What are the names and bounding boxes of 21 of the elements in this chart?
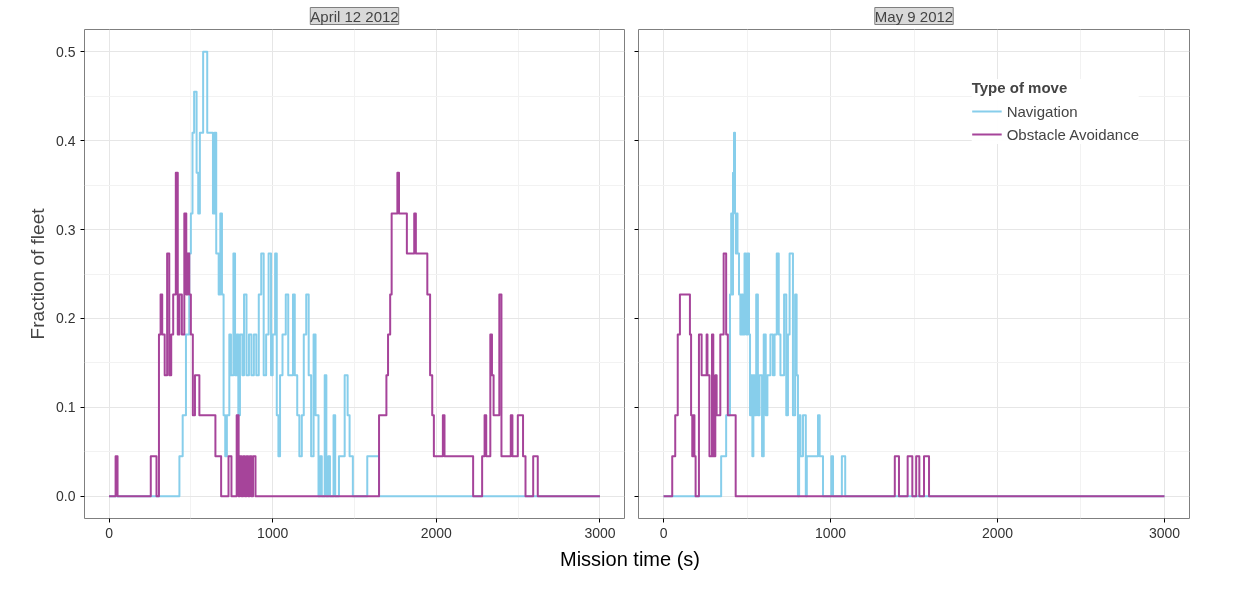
x-tick-label: 1000 <box>814 524 847 541</box>
x-tick-label: 3000 <box>1148 524 1181 541</box>
y-tick-label: 0.2 <box>56 310 76 327</box>
x-axis-title: Mission time (s) <box>559 547 700 572</box>
y-tick-label: 0.3 <box>56 221 76 238</box>
y-tick-label: 0.1 <box>56 399 76 416</box>
x-tick-label: 0 <box>105 524 114 541</box>
x-tick-label: 2000 <box>981 524 1014 541</box>
x-tick-label: 1000 <box>257 524 289 541</box>
y-tick-label: 0.4 <box>56 132 76 149</box>
x-tick-label: 3000 <box>584 524 616 541</box>
legend-title: Type of move <box>971 79 1069 96</box>
y-tick-label: 0.0 <box>56 488 76 505</box>
chart-title: April 12 2012 <box>310 7 399 25</box>
y-tick-label: 0.5 <box>56 43 76 60</box>
legend-label: Obstacle Avoidance <box>1006 125 1139 143</box>
chart-title: May 9 2012 <box>874 7 954 25</box>
x-tick-label: 0 <box>659 524 668 541</box>
y-axis-title: Fraction of fleet <box>27 207 49 340</box>
x-tick-label: 2000 <box>420 524 453 541</box>
legend-label: Navigation <box>1006 102 1078 120</box>
